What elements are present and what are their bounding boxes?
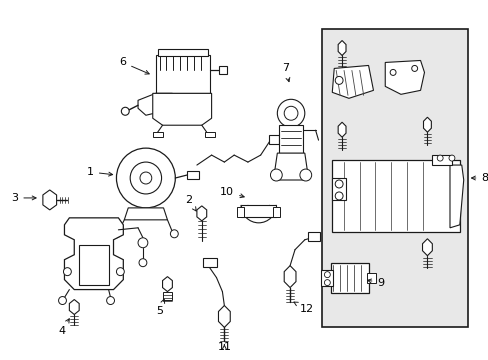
Polygon shape [43,190,57,210]
Polygon shape [69,300,79,315]
Text: 5: 5 [156,299,164,316]
Bar [321,270,333,285]
Bar [204,132,214,137]
Polygon shape [79,245,108,285]
Text: 12: 12 [293,302,313,315]
Circle shape [170,230,178,238]
Bar [273,207,280,217]
Bar [331,160,459,232]
Text: 2: 2 [184,195,196,211]
Bar [331,178,346,200]
Polygon shape [338,41,346,55]
Circle shape [138,238,147,248]
Polygon shape [422,239,431,256]
Circle shape [139,259,146,267]
Circle shape [130,162,161,194]
Circle shape [335,76,343,84]
Polygon shape [338,122,346,137]
Text: 6: 6 [119,58,149,74]
Bar [269,135,279,144]
Polygon shape [273,153,308,180]
Circle shape [324,272,329,278]
Polygon shape [124,208,167,220]
Circle shape [116,148,175,208]
Bar [307,232,319,241]
Polygon shape [423,117,430,132]
Bar [155,55,209,93]
Text: 10: 10 [220,187,244,198]
Bar [366,273,376,283]
Circle shape [112,230,120,238]
Circle shape [335,192,343,200]
Bar [203,258,216,267]
Bar [157,49,207,57]
Bar [279,125,302,153]
Polygon shape [64,218,123,289]
Circle shape [335,180,343,188]
Circle shape [121,107,129,115]
Polygon shape [162,276,172,292]
Circle shape [116,268,124,276]
Circle shape [106,297,114,305]
Circle shape [411,66,417,71]
Bar [219,67,227,75]
Polygon shape [284,266,295,288]
Circle shape [140,172,151,184]
Polygon shape [449,165,463,228]
Bar [152,132,162,137]
Polygon shape [197,206,206,221]
Bar [241,205,276,217]
Polygon shape [152,93,211,125]
Circle shape [324,280,329,285]
Polygon shape [218,306,230,328]
Polygon shape [385,60,424,94]
Bar [330,263,368,293]
Circle shape [299,169,311,181]
Text: 8: 8 [470,173,488,183]
Bar [322,28,467,328]
Bar [237,207,244,217]
Text: 9: 9 [366,278,384,288]
Bar [431,155,451,165]
Text: 11: 11 [217,342,231,352]
Circle shape [59,297,66,305]
Circle shape [389,69,395,75]
Text: 3: 3 [11,193,36,203]
Circle shape [284,106,297,120]
Circle shape [270,169,282,181]
Text: 7: 7 [281,63,289,82]
Polygon shape [138,93,175,115]
Text: 4: 4 [58,319,69,336]
Bar [162,292,172,300]
Circle shape [436,155,442,161]
Polygon shape [331,66,373,98]
Circle shape [277,99,304,127]
Text: 1: 1 [87,167,112,177]
Circle shape [63,268,71,276]
Circle shape [448,155,454,161]
Bar [187,171,199,179]
